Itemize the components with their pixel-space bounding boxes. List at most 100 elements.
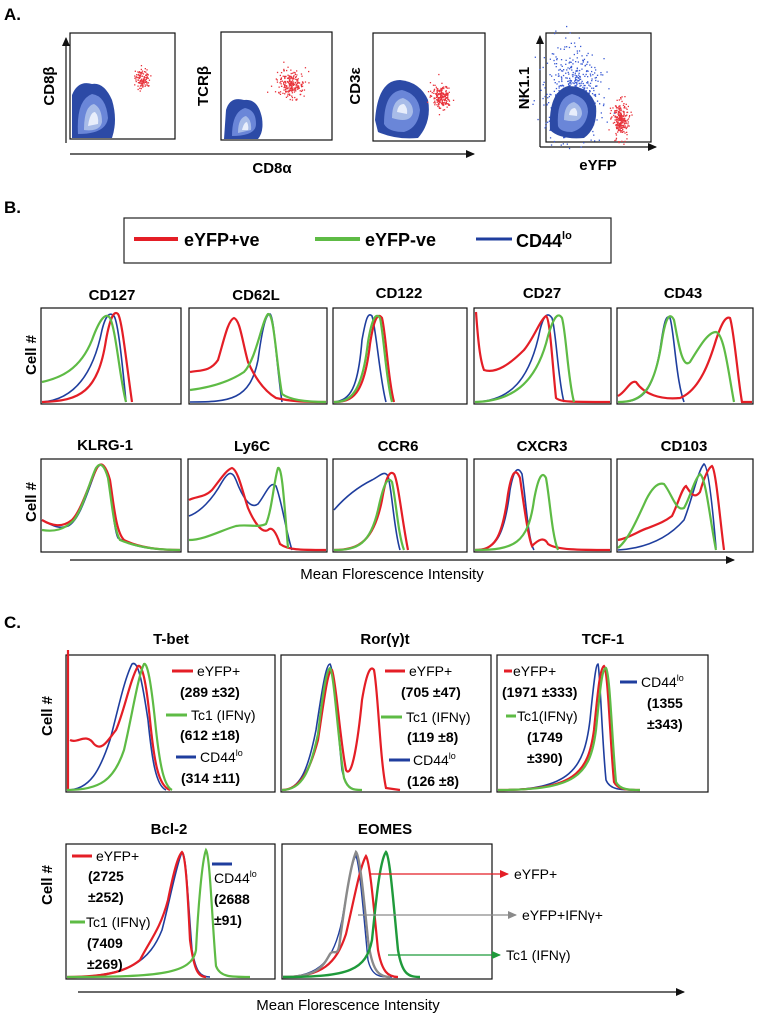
panel-b-legend: eYFP+ve eYFP-ve CD44lo bbox=[123, 217, 612, 264]
event-dot bbox=[140, 83, 142, 85]
event-dot bbox=[595, 69, 597, 71]
event-dot bbox=[620, 113, 622, 115]
event-dot bbox=[615, 105, 617, 108]
event-dot bbox=[437, 96, 439, 99]
event-dot bbox=[290, 77, 292, 79]
event-dot bbox=[140, 88, 142, 90]
event-dot bbox=[584, 87, 586, 89]
panel-label-c: C. bbox=[4, 613, 21, 632]
event-dot bbox=[291, 81, 293, 83]
event-dot bbox=[137, 74, 139, 76]
event-dot bbox=[287, 95, 289, 97]
event-dot bbox=[553, 90, 555, 92]
event-dot bbox=[555, 87, 558, 90]
event-dot bbox=[610, 109, 612, 112]
event-dot bbox=[452, 99, 455, 101]
histogram-title: Ly6C bbox=[234, 438, 270, 455]
curve-cd44lo bbox=[333, 472, 401, 551]
event-dot bbox=[624, 126, 626, 128]
curve-eyfp-neg bbox=[41, 463, 181, 552]
event-dot bbox=[443, 102, 445, 104]
event-dot bbox=[290, 82, 292, 85]
event-dot bbox=[569, 32, 571, 34]
event-dot bbox=[624, 125, 626, 127]
event-dot bbox=[294, 72, 296, 74]
event-dot bbox=[441, 89, 443, 91]
event-dot bbox=[627, 121, 629, 123]
event-dot bbox=[138, 77, 141, 79]
event-dot bbox=[436, 89, 438, 91]
event-dot bbox=[555, 56, 557, 58]
event-dot bbox=[141, 84, 143, 86]
event-dot bbox=[621, 124, 623, 127]
event-dot bbox=[560, 144, 562, 146]
event-dot bbox=[578, 74, 580, 76]
event-dot bbox=[146, 82, 148, 84]
histogram-title: CXCR3 bbox=[517, 438, 568, 455]
event-dot bbox=[562, 74, 565, 77]
event-dot bbox=[625, 122, 627, 125]
event-dot bbox=[623, 143, 625, 145]
event-dot bbox=[618, 114, 620, 116]
dots-red-population bbox=[426, 73, 455, 116]
event-dot bbox=[443, 95, 445, 97]
event-dot bbox=[296, 74, 298, 76]
event-dot bbox=[566, 143, 568, 145]
event-dot bbox=[600, 112, 602, 114]
event-dot bbox=[625, 120, 627, 122]
event-dot bbox=[296, 98, 298, 100]
legend-eyfp-pos: eYFP+ve bbox=[184, 230, 260, 250]
event-dot bbox=[563, 48, 565, 50]
event-dot bbox=[576, 68, 578, 70]
event-dot bbox=[618, 141, 620, 144]
event-dot bbox=[442, 103, 444, 105]
event-dot bbox=[574, 74, 576, 76]
event-dot bbox=[138, 75, 141, 77]
event-dot bbox=[445, 90, 447, 93]
event-dot bbox=[549, 74, 551, 76]
event-dot bbox=[288, 81, 290, 83]
histogram-cxcr3: CXCR3 bbox=[473, 438, 612, 553]
event-dot bbox=[290, 76, 293, 79]
event-dot bbox=[446, 103, 449, 105]
event-dot bbox=[570, 61, 572, 63]
event-dot bbox=[435, 93, 437, 95]
event-dot bbox=[296, 82, 298, 85]
curve-eyfp-ifng bbox=[282, 849, 391, 979]
event-dot bbox=[433, 92, 435, 94]
event-dot bbox=[144, 68, 146, 70]
event-dot bbox=[438, 73, 440, 76]
event-dot bbox=[139, 85, 142, 87]
event-dot bbox=[560, 84, 562, 87]
event-dot bbox=[626, 114, 628, 116]
y-axis-label-row1: Cell # bbox=[23, 334, 40, 375]
event-dot bbox=[146, 77, 148, 79]
event-dot bbox=[448, 87, 450, 89]
event-dot bbox=[561, 65, 563, 67]
histogram-title: Ror(γ)t bbox=[360, 631, 409, 648]
event-dot bbox=[620, 117, 622, 119]
event-dot bbox=[436, 95, 438, 97]
event-dot bbox=[630, 111, 632, 113]
histogram-title: Bcl-2 bbox=[151, 821, 188, 838]
event-dot bbox=[594, 77, 596, 79]
event-dot bbox=[556, 83, 558, 85]
event-dot bbox=[609, 107, 612, 109]
histogram-frame bbox=[332, 307, 468, 405]
event-dot bbox=[140, 68, 142, 71]
event-dot bbox=[572, 82, 574, 84]
event-dot bbox=[540, 89, 542, 91]
event-dot bbox=[281, 85, 283, 87]
arrow-label-eyfp: eYFP+ bbox=[514, 866, 557, 882]
event-dot bbox=[144, 85, 146, 87]
event-dot bbox=[139, 80, 141, 83]
event-dot bbox=[543, 81, 545, 83]
event-dot bbox=[437, 100, 440, 103]
event-dot bbox=[582, 82, 584, 85]
event-dot bbox=[570, 83, 572, 85]
event-dot bbox=[614, 119, 616, 121]
event-dot bbox=[140, 71, 143, 74]
event-dot bbox=[612, 122, 615, 124]
event-dot bbox=[445, 103, 447, 105]
event-dot bbox=[618, 116, 621, 119]
